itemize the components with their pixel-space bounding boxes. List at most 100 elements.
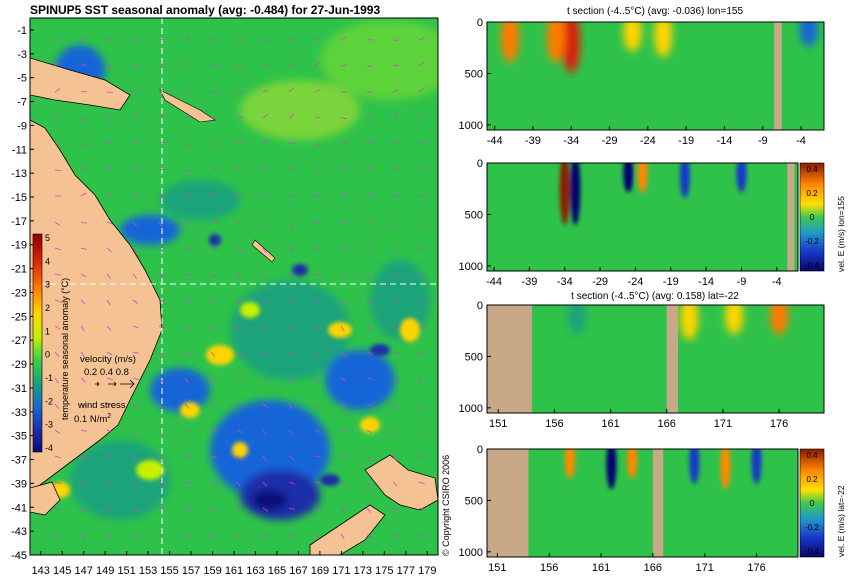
wind-arrow [80, 377, 86, 383]
wind-arrow [340, 247, 347, 251]
wind-arrow [392, 481, 398, 487]
wind-arrow [288, 533, 295, 537]
section-y-tick: 0 [477, 17, 483, 29]
wind-arrow [158, 38, 165, 41]
sst-anomaly-map [30, 18, 438, 555]
section-x-tick: 166 [658, 418, 676, 430]
wind-arrow [236, 116, 243, 119]
wind-arrow [236, 247, 242, 253]
wind-arrow [314, 351, 319, 358]
section-land [774, 22, 782, 130]
section-colorbar-tick: -0.4 [805, 261, 819, 270]
wind-arrow [158, 351, 165, 356]
wind-arrow [392, 403, 398, 409]
map-colorbar [32, 233, 43, 453]
map-lon-tick: 173 [354, 565, 372, 577]
wind-arrow [54, 299, 61, 303]
wind-arrow [340, 221, 347, 224]
section-x-tick: -14 [716, 135, 732, 147]
wind-arrow [184, 116, 191, 119]
wind-arrow [80, 36, 87, 41]
wind-arrow [262, 377, 269, 381]
wind-arrow [132, 273, 138, 279]
wind-arrow [184, 221, 191, 226]
wind-arrow [106, 38, 113, 41]
wind-arrow [392, 64, 399, 67]
wind-arrow [132, 403, 139, 408]
map-lat-tick: -35 [11, 431, 27, 443]
wind-arrow [80, 91, 88, 93]
wind-arrow [132, 139, 138, 145]
wind-arrow [418, 533, 425, 537]
section-feature [679, 163, 690, 198]
wind-arrow [210, 325, 215, 332]
wind-arrow [366, 273, 371, 280]
wind-arrow [392, 377, 399, 381]
wind-arrow [314, 507, 321, 511]
wind-arrow [184, 455, 191, 459]
wind-arrow [236, 351, 243, 355]
wind-arrow [210, 403, 217, 407]
wind-arrow [210, 63, 217, 67]
wind-arrow [184, 429, 191, 434]
velocity-key-arrows [95, 379, 135, 389]
wind-arrow [236, 140, 243, 145]
section-x-tick: 171 [714, 418, 732, 430]
section-colorbar-tick: 0 [810, 499, 815, 508]
wind-arrow [132, 247, 137, 254]
wind-arrow [314, 273, 321, 276]
wind-arrow [314, 116, 322, 119]
wind-arrow [158, 325, 165, 328]
wind-arrow [80, 63, 87, 67]
section-x-tick: -39 [521, 276, 537, 288]
section-x-tick: -9 [758, 135, 768, 147]
wind-arrow [262, 533, 269, 537]
section-y-tick: 500 [465, 68, 483, 80]
wind-arrow [184, 247, 191, 250]
wind-arrow [418, 481, 425, 485]
wind-arrow [340, 325, 345, 332]
section1-plot [487, 22, 824, 130]
wind-arrow [392, 299, 399, 303]
section-x-tick: -24 [640, 135, 656, 147]
section-y-tick: 1000 [459, 403, 483, 415]
wind-arrow [210, 299, 216, 305]
wind-arrow [210, 429, 217, 432]
wind-arrow [54, 61, 60, 67]
section-feature [736, 163, 747, 193]
section-colorbar-tick: 0 [810, 213, 815, 222]
wind-arrow [236, 429, 243, 433]
wind-arrow [132, 166, 139, 171]
wind-arrow [54, 325, 61, 330]
wind-arrow [340, 533, 345, 540]
map-lat-tick: -1 [17, 25, 27, 37]
wind-arrow [340, 64, 347, 67]
section-feature [627, 449, 638, 479]
section-feature [500, 22, 519, 63]
wind-arrow [288, 114, 295, 119]
wind-arrow [288, 325, 295, 329]
map-colorbar-ticks: 5 4 3 2 1 0 -1 -2 -3 -4 [45, 233, 53, 453]
section-y-tick: 500 [465, 209, 483, 221]
wind-arrow [54, 247, 61, 251]
map-lon-tick: 147 [75, 565, 93, 577]
section-x-tick: 151 [489, 418, 507, 430]
wind-arrow [132, 507, 139, 512]
wind-arrow [54, 377, 59, 384]
wind-arrow [366, 533, 372, 539]
wind-arrow [366, 481, 371, 488]
wind-arrow [132, 429, 138, 435]
section-x-tick: 161 [592, 562, 610, 574]
section-x-tick: -24 [627, 276, 643, 288]
section-x-tick: 176 [770, 418, 788, 430]
wind-arrow [210, 221, 217, 224]
section-land [487, 305, 532, 413]
section-feature [689, 449, 700, 484]
map-lon-tick: 161 [225, 565, 243, 577]
section4-colorbar [799, 448, 825, 558]
wind-arrow [418, 195, 426, 197]
section-x-tick: 171 [696, 562, 714, 574]
wind-arrow [106, 325, 112, 331]
wind-arrow [158, 403, 163, 410]
